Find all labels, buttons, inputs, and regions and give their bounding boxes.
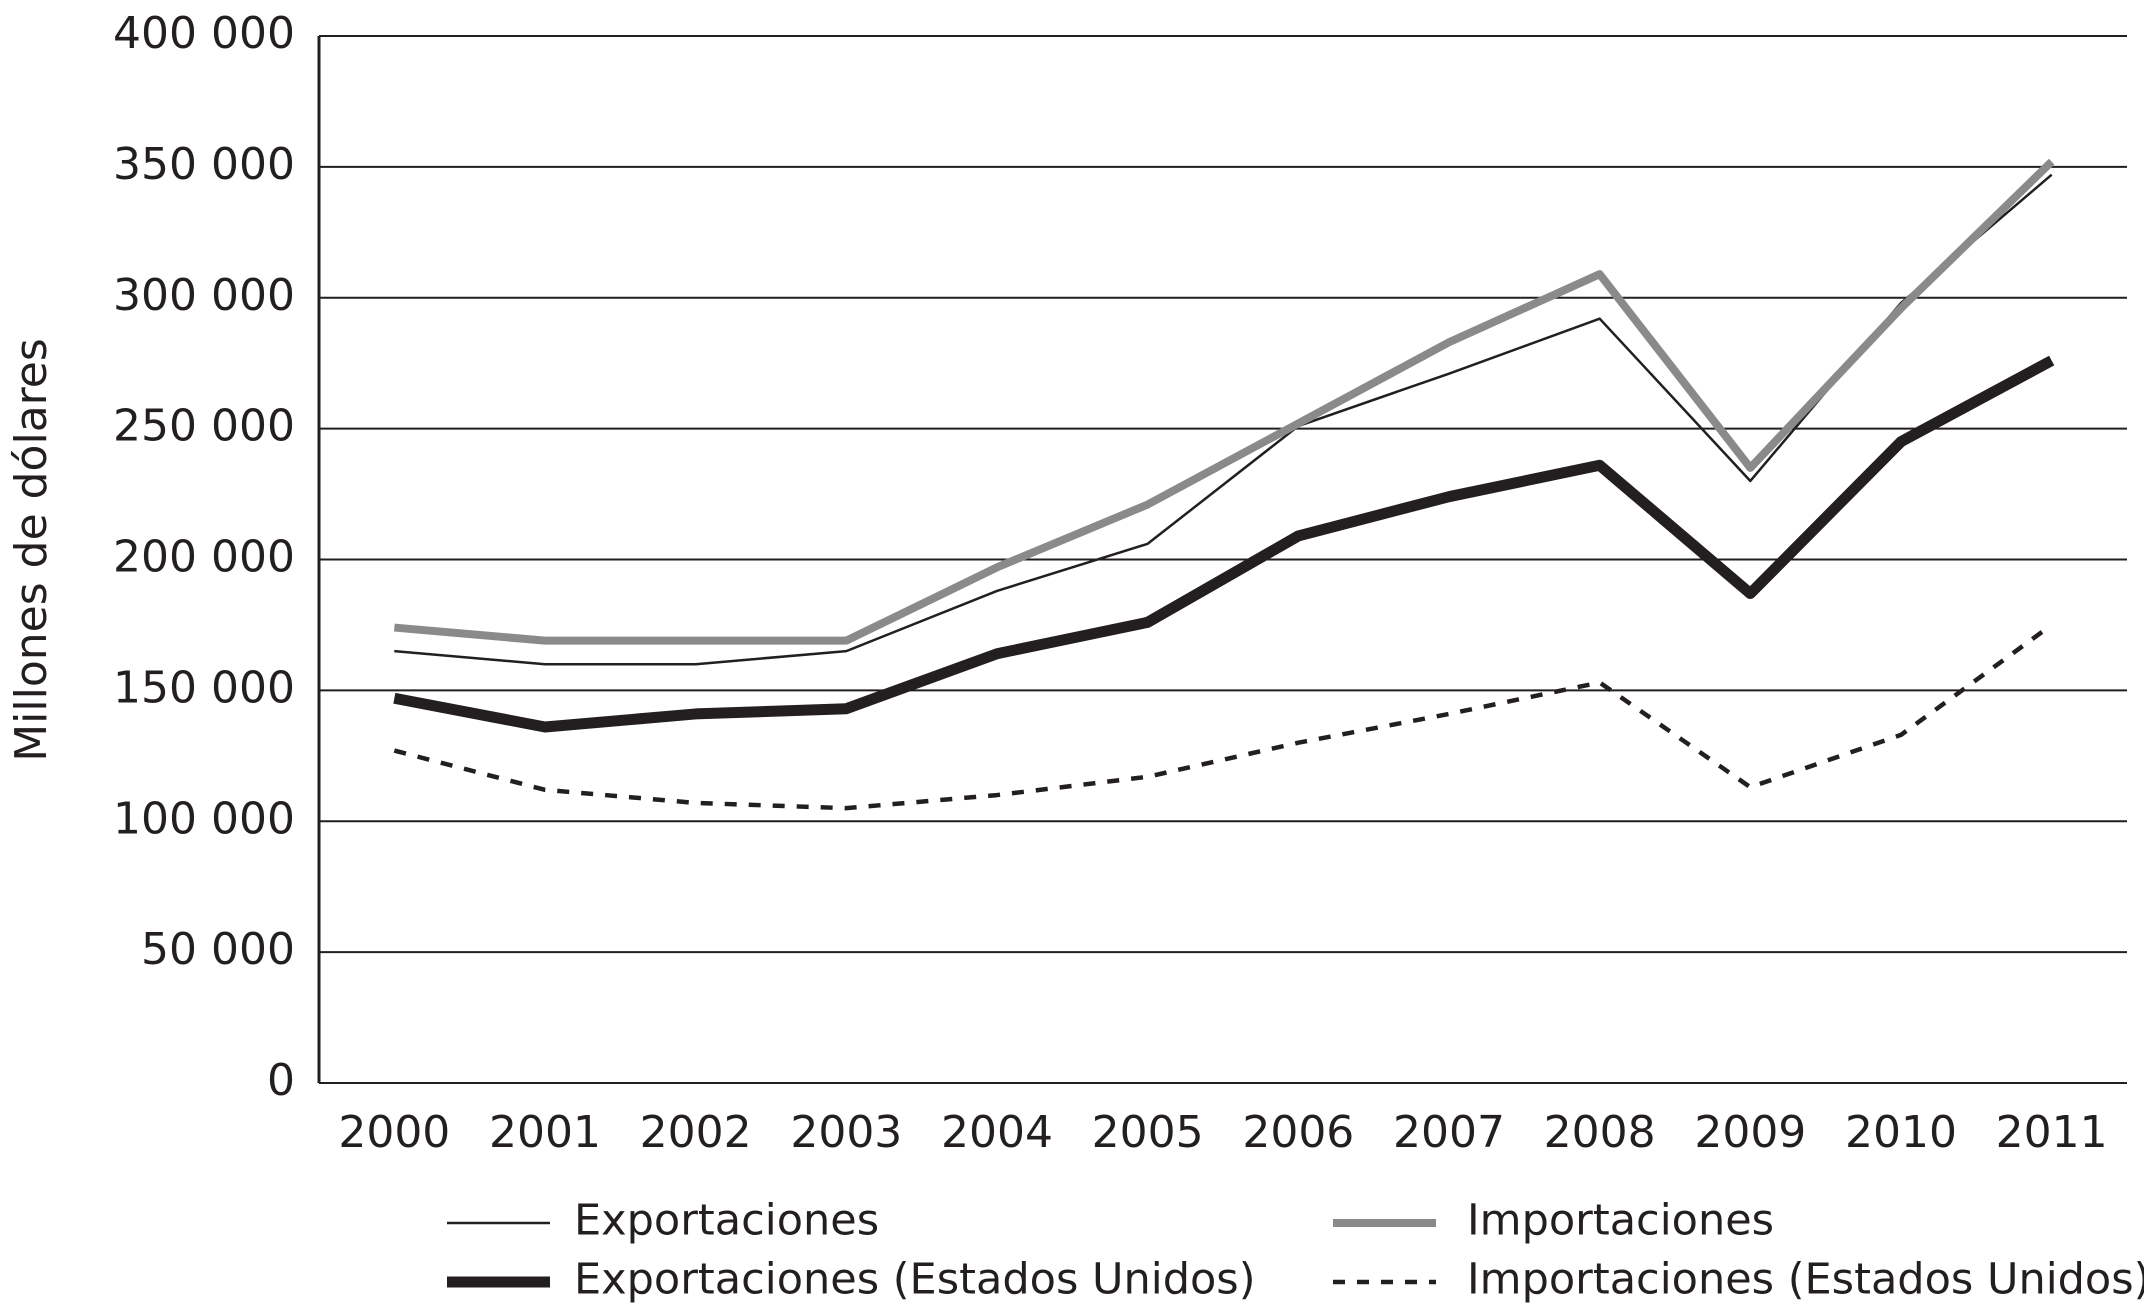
x-tick-label: 2005: [1092, 1107, 1204, 1158]
y-tick-label: 400 000: [113, 8, 295, 59]
x-tick-label: 2009: [1694, 1107, 1806, 1158]
x-tick-label: 2006: [1242, 1107, 1354, 1158]
y-tick-label: 150 000: [113, 662, 295, 713]
x-tick-label: 2008: [1544, 1107, 1656, 1158]
x-tick-label: 2000: [338, 1107, 450, 1158]
x-tick-label: 2007: [1393, 1107, 1505, 1158]
y-tick-label: 100 000: [113, 793, 295, 844]
legend-label: Exportaciones (Estados Unidos): [574, 1255, 1255, 1305]
x-tick-label: 2001: [489, 1107, 601, 1158]
y-tick-label: 350 000: [113, 139, 295, 190]
x-tick-label: 2002: [640, 1107, 752, 1158]
series-line: [393, 355, 2055, 733]
y-axis-label: Millones de dólares: [6, 338, 57, 762]
legend-label: Importaciones (Estados Unidos): [1467, 1255, 2144, 1305]
series-line: [393, 158, 2055, 645]
y-tick-label: 0: [267, 1055, 295, 1106]
x-tick-label: 2011: [1996, 1107, 2108, 1158]
y-tick-label: 300 000: [113, 270, 295, 321]
y-tick-label: 200 000: [113, 532, 295, 583]
x-tick-label: 2004: [941, 1107, 1053, 1158]
legend-label: Exportaciones: [574, 1196, 879, 1246]
legend-label: Importaciones: [1467, 1196, 1774, 1246]
y-tick-label: 250 000: [113, 401, 295, 452]
x-tick-label: 2010: [1845, 1107, 1957, 1158]
x-tick-label: 2003: [790, 1107, 902, 1158]
series-line: [394, 173, 2053, 666]
y-tick-label: 50 000: [141, 924, 295, 975]
